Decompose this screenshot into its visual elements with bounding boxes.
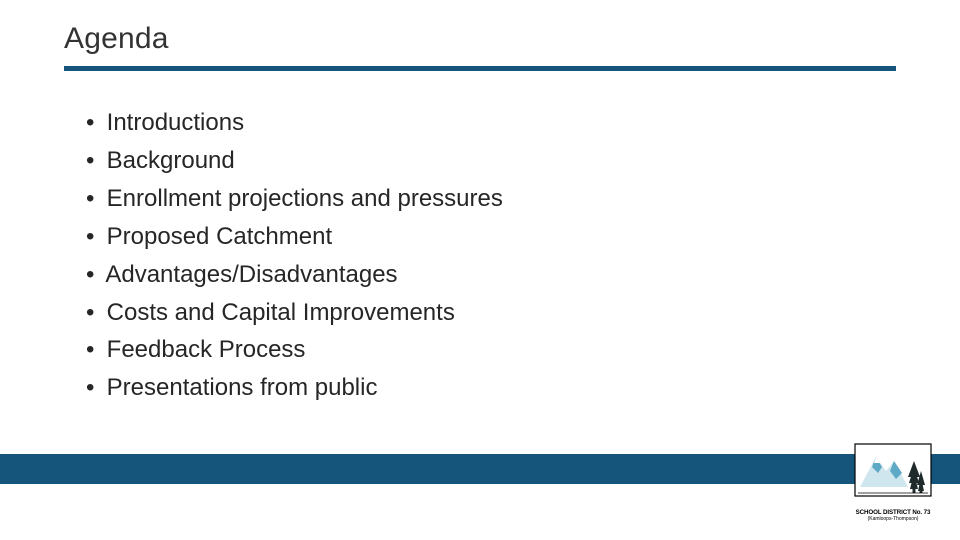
bullet-dot-icon: • xyxy=(86,104,100,142)
bullet-dot-icon: • xyxy=(86,369,100,407)
bullet-label: Presentations from public xyxy=(100,374,377,401)
bullet-dot-icon: • xyxy=(86,331,100,369)
bullet-label: Advantages/Disadvantages xyxy=(100,261,398,288)
logo-graphic xyxy=(854,443,932,503)
bullet-item: • Advantages/Disadvantages xyxy=(86,256,896,294)
bullet-item: • Background xyxy=(86,142,896,180)
title-underline xyxy=(64,66,896,71)
title-area: Agenda xyxy=(64,22,896,71)
bullet-dot-icon: • xyxy=(86,218,100,256)
footer-bar xyxy=(0,454,960,484)
logo-line2: (Kamloops-Thompson) xyxy=(854,517,932,522)
bullet-label: Introductions xyxy=(100,109,244,136)
bullet-item: • Introductions xyxy=(86,104,896,142)
body-area: • Introductions• Background• Enrollment … xyxy=(86,104,896,407)
bullet-label: Costs and Capital Improvements xyxy=(100,299,455,326)
bullet-dot-icon: • xyxy=(86,294,100,332)
bullet-label: Enrollment projections and pressures xyxy=(100,185,503,212)
school-district-logo: SCHOOL DISTRICT No. 73 (Kamloops-Thompso… xyxy=(854,443,932,522)
slide-title: Agenda xyxy=(64,22,896,56)
bullet-item: • Proposed Catchment xyxy=(86,218,896,256)
bullet-item: • Presentations from public xyxy=(86,369,896,407)
slide: Agenda • Introductions• Background• Enro… xyxy=(0,0,960,540)
bullet-dot-icon: • xyxy=(86,142,100,180)
bullet-item: • Feedback Process xyxy=(86,331,896,369)
bullet-dot-icon: • xyxy=(86,256,100,294)
bullet-item: • Costs and Capital Improvements xyxy=(86,294,896,332)
bullet-list: • Introductions• Background• Enrollment … xyxy=(86,104,896,407)
bullet-label: Background xyxy=(100,147,235,174)
bullet-item: • Enrollment projections and pressures xyxy=(86,180,896,218)
bullet-label: Feedback Process xyxy=(100,336,305,363)
bullet-label: Proposed Catchment xyxy=(100,223,332,250)
bullet-dot-icon: • xyxy=(86,180,100,218)
